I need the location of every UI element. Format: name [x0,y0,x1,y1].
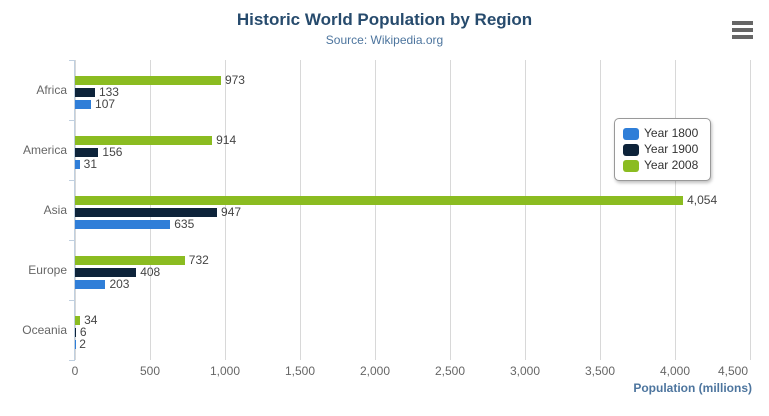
x-axis-tick-label: 3,000 [509,364,541,378]
x-axis-tick-label: 4,500 [717,364,748,378]
context-menu-button[interactable] [732,21,753,39]
bar-america-year-1800[interactable] [75,160,80,169]
bar-asia-year-2008[interactable] [75,196,684,205]
bar-value-label: 34 [84,313,98,327]
x-axis-tick-label: 1,500 [284,364,316,378]
x-axis-title: Population (millions) [633,381,752,395]
bar-africa-year-2008[interactable] [75,76,221,85]
legend-item-label: Year 1800 [644,126,699,140]
bar-value-label: 6 [79,325,87,339]
category-axis-tick [69,360,75,361]
bar-value-label: 4,054 [687,193,718,207]
gridline [600,60,601,360]
chart-title: Historic World Population by Region [236,10,533,29]
gridline [450,60,451,360]
bar-africa-year-1800[interactable] [75,100,92,109]
chart-subtitle: Source: Wikipedia.org [325,33,444,47]
bar-value-label: 914 [216,133,237,147]
bar-value-label: 732 [188,253,209,267]
y-axis-category-label: Europe [28,263,67,277]
bar-oceania-year-2008[interactable] [75,316,81,325]
bar-value-label: 635 [174,217,195,231]
bar-value-label: 31 [83,157,97,171]
bar-asia-year-1800[interactable] [75,220,171,229]
category-axis-tick [69,300,75,301]
legend-item-year-2008[interactable]: Year 2008 [623,158,702,173]
x-axis-tick-label: 1,000 [209,364,241,378]
x-axis-tick-label: 2,500 [434,364,466,378]
y-axis-category-label: Oceania [22,323,67,337]
bar-africa-year-1900[interactable] [75,88,95,97]
bar-europe-year-2008[interactable] [75,256,185,265]
legend-swatch-icon [623,127,639,140]
bar-asia-year-1900[interactable] [75,208,218,217]
legend-item-label: Year 1900 [644,142,699,156]
bar-value-label: 947 [221,205,242,219]
bar-value-label: 2 [79,337,86,351]
y-axis-category-label: America [22,143,67,157]
category-axis-tick [69,240,75,241]
bar-value-label: 203 [109,277,130,291]
bar-value-label: 156 [102,145,123,159]
bar-value-label: 133 [98,85,119,99]
bar-america-year-2008[interactable] [75,136,213,145]
x-axis-tick-label: 2,000 [359,364,391,378]
bar-europe-year-1900[interactable] [75,268,137,277]
bar-value-label: 408 [140,265,161,279]
bar-value-label: 107 [95,97,116,111]
legend: Year 1800 Year 1900 Year 2008 [614,118,711,181]
hamburger-icon [732,28,753,32]
hamburger-icon [732,35,753,39]
category-axis-tick [69,180,75,181]
bar-value-label: 973 [224,73,245,87]
x-axis-tick-label: 3,500 [584,364,616,378]
bar-europe-year-1800[interactable] [75,280,106,289]
y-axis-category-label: Africa [36,83,67,97]
category-axis-tick [69,60,75,61]
legend-item-label: Year 2008 [644,158,699,172]
bar-america-year-1900[interactable] [75,148,99,157]
gridline [525,60,526,360]
gridline [225,60,226,360]
y-axis-category-label: Asia [43,203,67,217]
x-axis-tick-label: 0 [71,364,79,378]
x-axis-tick-label: 500 [139,364,161,378]
category-axis-tick [69,120,75,121]
gridline [375,60,376,360]
x-axis-tick-label: 4,000 [659,364,691,378]
legend-swatch-icon [623,159,639,172]
legend-swatch-icon [623,143,639,156]
category-axis-line [74,60,75,360]
gridline [675,60,676,360]
gridline [750,60,751,360]
hamburger-icon [732,21,753,25]
legend-item-year-1800[interactable]: Year 1800 [623,126,702,141]
bar-oceania-year-1900[interactable] [75,328,76,337]
legend-item-year-1900[interactable]: Year 1900 [623,142,702,157]
gridline [300,60,301,360]
